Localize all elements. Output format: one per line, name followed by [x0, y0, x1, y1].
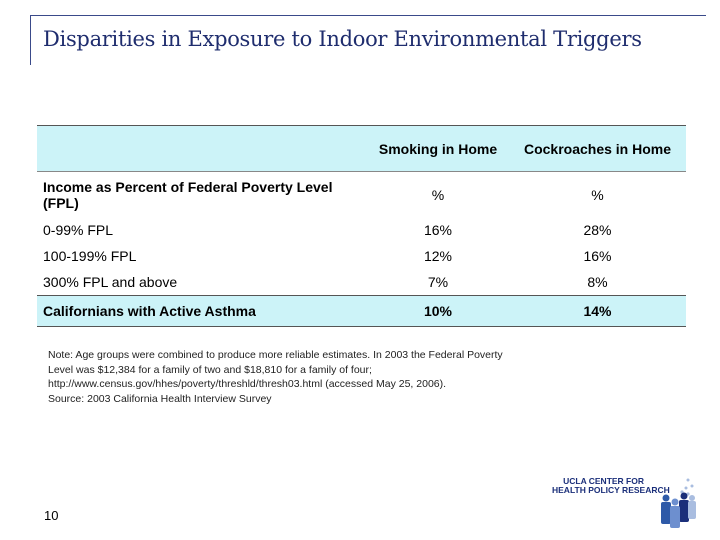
unit-cockroaches: % [509, 171, 686, 217]
footnote-line: http://www.census.gov/hhes/poverty/thres… [48, 378, 447, 390]
smoking-value: 12% [423, 248, 453, 264]
row-label: 100-199% FPL [43, 248, 137, 264]
title-rule [30, 15, 706, 16]
header-blank [37, 125, 367, 172]
page-number: 10 [44, 508, 59, 523]
logo-line2: HEALTH POLICY RESEARCH [552, 485, 670, 495]
total-smoking: 10% [367, 295, 509, 327]
unit-smoking: % [367, 171, 509, 217]
table-row: 0-99% FPL 16% 28% [37, 217, 686, 243]
smoking-value: 7% [427, 274, 449, 290]
footnote: Note: Age groups were combined to produc… [48, 348, 588, 406]
table-header: Smoking in Home Cockroaches in Home [37, 125, 686, 172]
table-row: 100-199% FPL 12% 16% [37, 243, 686, 269]
title-rule-vertical [30, 15, 31, 65]
total-label: Californians with Active Asthma [37, 295, 367, 327]
header-cockroaches: Cockroaches in Home [509, 125, 686, 172]
unit-row: Income as Percent of Federal Poverty Lev… [37, 171, 686, 217]
cockroach-value: 28% [583, 222, 612, 238]
total-row: Californians with Active Asthma 10% 14% [37, 295, 686, 327]
people-icon [661, 478, 696, 528]
smoking-value: 16% [423, 222, 453, 238]
row-label: 300% FPL and above [43, 274, 178, 290]
ucla-logo: UCLA CENTER FOR HEALTH POLICY RESEARCH [552, 474, 702, 530]
total-cockroaches: 14% [509, 295, 686, 327]
footnote-line: Note: Age groups were combined to produc… [48, 349, 503, 361]
footnote-line: Level was $12,384 for a family of two an… [48, 363, 372, 376]
cockroach-value: 8% [587, 274, 608, 290]
footnote-line: Source: 2003 California Health Interview… [48, 392, 272, 405]
data-table: Smoking in Home Cockroaches in Home Inco… [37, 125, 686, 327]
table-row: 300% FPL and above 7% 8% [37, 269, 686, 296]
slide-title: Disparities in Exposure to Indoor Enviro… [43, 27, 642, 51]
cockroach-value: 16% [583, 248, 612, 264]
header-smoking: Smoking in Home [367, 125, 509, 172]
logo-line1: UCLA CENTER FOR [563, 476, 644, 486]
row-label: 0-99% FPL [43, 222, 114, 238]
unit-row-label: Income as Percent of Federal Poverty Lev… [37, 171, 367, 217]
